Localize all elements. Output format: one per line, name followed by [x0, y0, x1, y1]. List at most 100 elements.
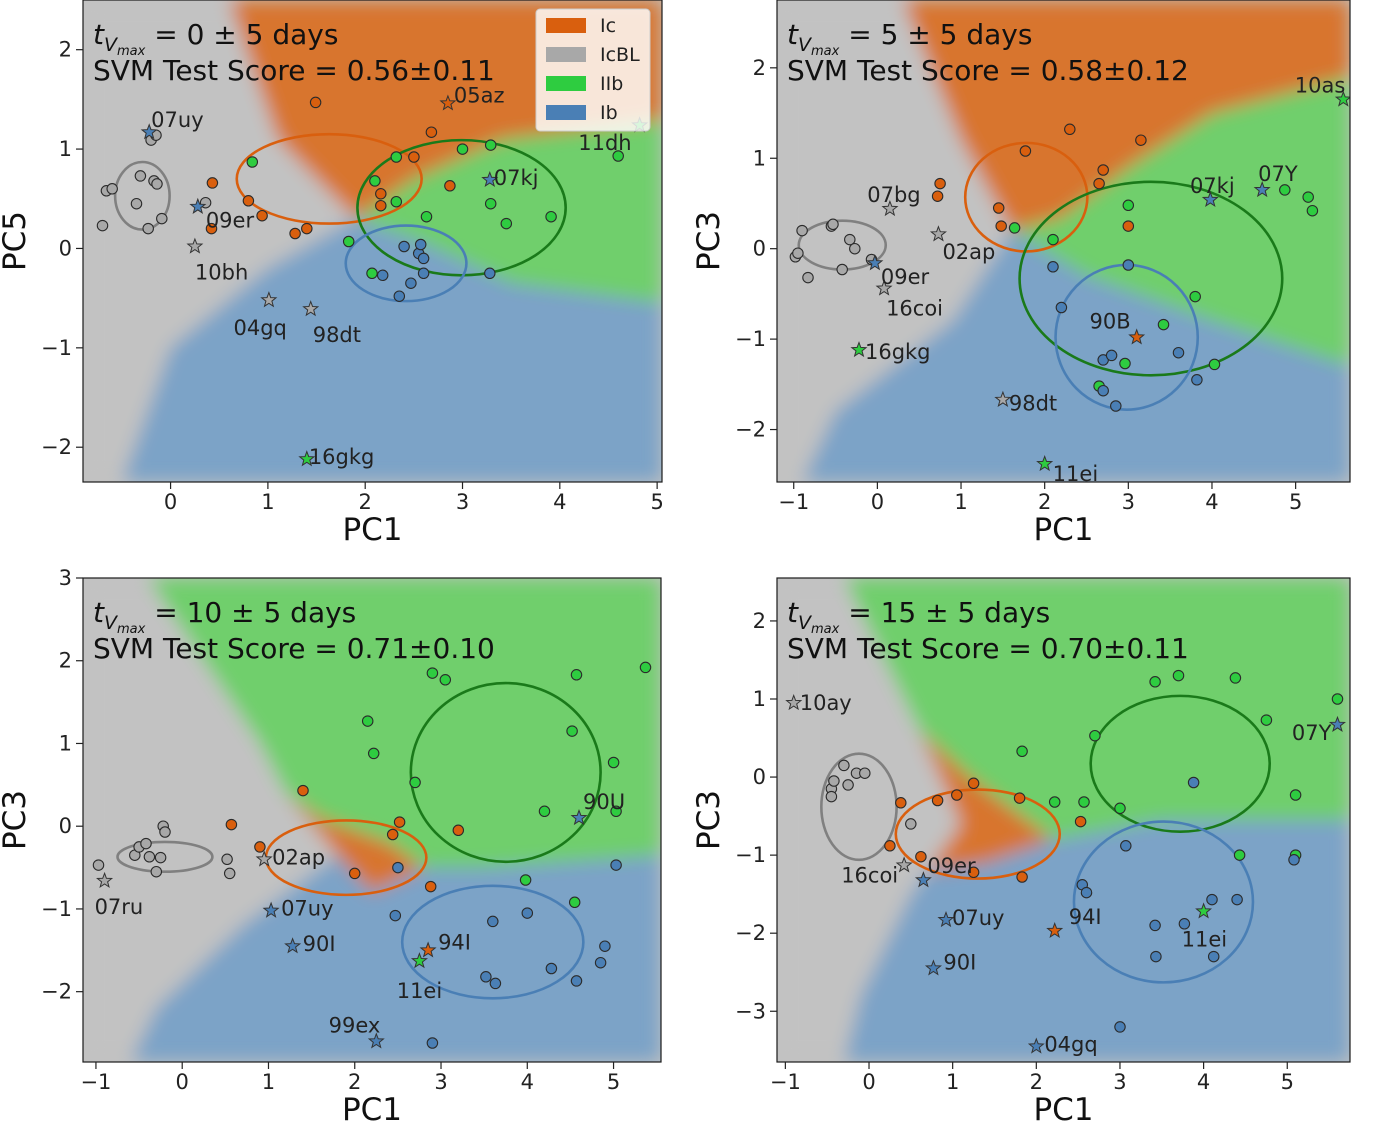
data-point	[967, 866, 980, 879]
star-marker	[419, 941, 437, 958]
data-point	[386, 828, 399, 841]
data-point	[934, 177, 946, 190]
star-label: 04gq	[233, 316, 286, 340]
star-label: 16gkg	[309, 445, 375, 469]
star-label: 90U	[583, 790, 625, 814]
y-tick-label: −1	[735, 327, 766, 351]
y-tick-label: −1	[41, 336, 72, 360]
data-point	[1289, 789, 1302, 801]
data-point	[205, 222, 218, 235]
star-marker	[1036, 454, 1054, 472]
data-point	[342, 235, 355, 248]
data-point	[599, 940, 611, 952]
star-marker	[262, 901, 280, 918]
data-point	[844, 233, 856, 246]
svm-score-annotation: SVM Test Score = 0.58±0.12	[787, 54, 1189, 87]
star-label: 07Y	[1258, 162, 1298, 186]
data-point	[106, 183, 118, 195]
x-tick-label: 3	[1122, 490, 1135, 514]
data-point	[254, 841, 266, 853]
y-tick-label: 0	[59, 814, 72, 838]
star-label: 07bg	[867, 183, 920, 207]
x-tick-label: 1	[954, 490, 967, 514]
epoch-annotation: tVmax = 5 ± 5 days	[787, 18, 1032, 59]
data-point	[1074, 815, 1087, 828]
data-point	[796, 224, 808, 237]
panel-1: 07uy 05az 11dh 07kj 09er 10bh 04gq 98dt 16gkg 0 1 2…	[0, 0, 664, 548]
ellipse-IcBL	[113, 160, 171, 231]
star-marker	[895, 856, 913, 873]
data-point	[1150, 950, 1162, 963]
legend-box	[535, 8, 651, 132]
data-point	[1206, 893, 1218, 906]
data-point	[1016, 745, 1028, 758]
y-tick-label: 2	[753, 609, 766, 633]
data-point	[992, 202, 1005, 214]
region-IIb	[1011, 76, 1350, 367]
star-marker	[570, 808, 588, 826]
star-marker	[302, 300, 320, 317]
decision-regions	[777, 0, 1350, 482]
data-point	[1122, 259, 1135, 271]
region-IcBL	[83, 0, 356, 482]
data-point	[414, 238, 427, 251]
y-tick-label: 3	[59, 566, 72, 590]
star-label: 11ei	[1182, 927, 1227, 951]
data-point	[1229, 672, 1242, 684]
y-tick-label: −3	[735, 999, 766, 1023]
star-label: 02ap	[942, 240, 995, 264]
x-tick-label: 4	[521, 1070, 534, 1094]
y-tick-label: −1	[41, 897, 72, 921]
x-tick-label: 5	[650, 490, 663, 514]
data-point	[1105, 349, 1118, 362]
axes-frame	[776, 577, 1351, 1063]
x-tick-label: −1	[770, 1070, 801, 1094]
star-label: 16gkg	[865, 340, 931, 364]
star-marker	[866, 254, 884, 271]
region-Ib	[121, 218, 662, 482]
data-point	[905, 818, 917, 830]
star-label: 11ei	[397, 979, 442, 1003]
star-marker	[924, 959, 942, 976]
star-marker	[298, 450, 316, 467]
star-label: 98dt	[1009, 392, 1057, 416]
x-tick-label: 4	[1197, 1070, 1210, 1094]
star-label: 04gq	[1044, 1032, 1097, 1056]
data-point	[1260, 714, 1273, 726]
star-label: 94I	[1069, 905, 1102, 929]
data-point	[500, 217, 513, 230]
data-point	[425, 126, 438, 138]
star-label: 10bh	[195, 260, 248, 284]
data-point	[156, 212, 168, 225]
y-axis-label: PC3	[691, 211, 727, 271]
data-point	[1055, 301, 1068, 314]
star-label: 16coi	[886, 296, 943, 320]
x-tick-label: 2	[1038, 490, 1051, 514]
star-label: 07Y	[1292, 721, 1332, 745]
region-Ic	[902, 0, 1350, 231]
data-point	[444, 180, 456, 192]
data-point	[1306, 204, 1319, 217]
star-marker	[1201, 190, 1219, 208]
star-marker	[367, 1032, 385, 1049]
data-point	[610, 859, 622, 871]
star-marker	[410, 952, 428, 969]
star-label: 90I	[303, 932, 336, 956]
data-point	[1048, 796, 1061, 808]
x-tick-label: 1	[946, 1070, 959, 1094]
data-point	[1231, 893, 1243, 906]
data-point	[1172, 346, 1185, 359]
data-point	[1080, 886, 1093, 899]
data-point	[545, 210, 557, 223]
data-point	[1331, 693, 1344, 705]
data-point	[367, 747, 380, 760]
data-point	[375, 199, 387, 212]
data-point	[538, 805, 551, 818]
data-point	[130, 197, 143, 210]
data-point	[1207, 950, 1220, 963]
data-point	[225, 818, 238, 831]
data-point	[150, 865, 163, 878]
x-tick-label: 3	[456, 490, 469, 514]
x-tick-label: 4	[553, 490, 566, 514]
